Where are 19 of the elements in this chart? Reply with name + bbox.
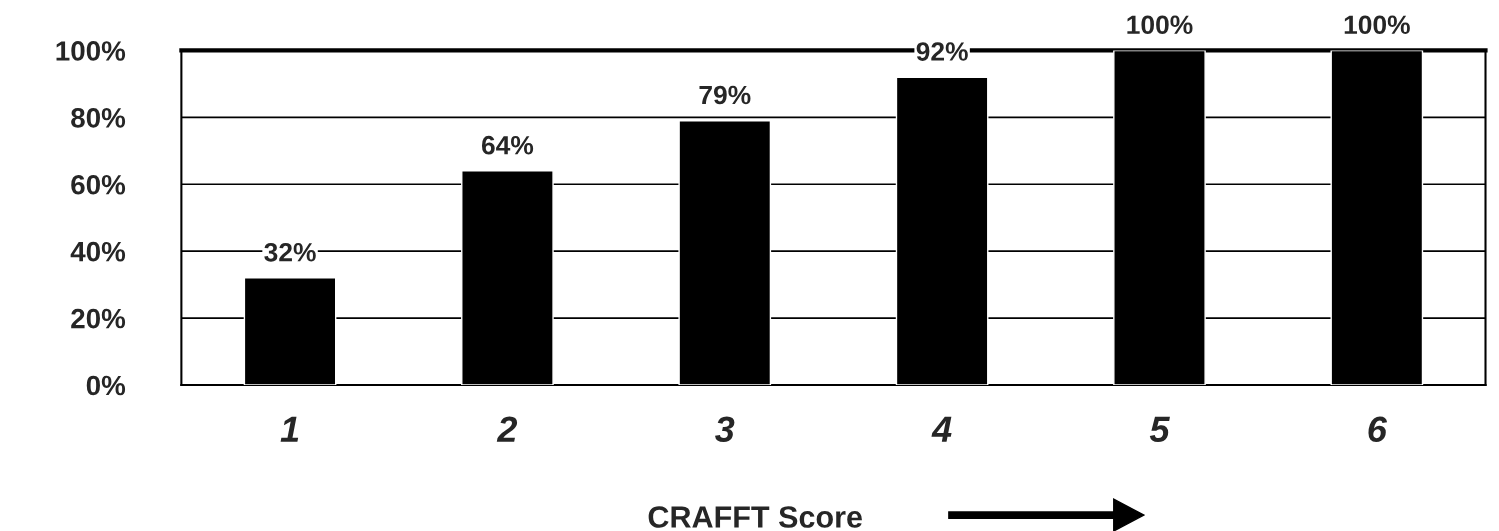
x-tick-label: 5 <box>1149 416 1170 443</box>
data-label: 92% <box>916 42 968 61</box>
data-label: 64% <box>481 135 534 155</box>
data-label: 32% <box>264 242 316 262</box>
x-axis-title: CRAFFT Score <box>648 506 862 528</box>
y-tick-label: 100% <box>56 41 126 61</box>
y-tick-label: 80% <box>71 108 126 128</box>
x-tick-label: 1 <box>280 416 299 442</box>
data-label: 100% <box>1127 15 1193 35</box>
y-tick-label: 60% <box>71 174 126 195</box>
x-tick-label: 2 <box>496 416 518 442</box>
data-label: 100% <box>1344 15 1410 35</box>
x-tick-label: 6 <box>1368 416 1388 443</box>
x-tick-label: 3 <box>715 416 735 443</box>
x-tick-label: 4 <box>931 416 952 442</box>
y-tick-label: 20% <box>71 308 126 329</box>
y-tick-label: 0% <box>86 375 126 396</box>
data-label: 79% <box>699 85 751 105</box>
y-tick-label: 40% <box>70 241 126 262</box>
